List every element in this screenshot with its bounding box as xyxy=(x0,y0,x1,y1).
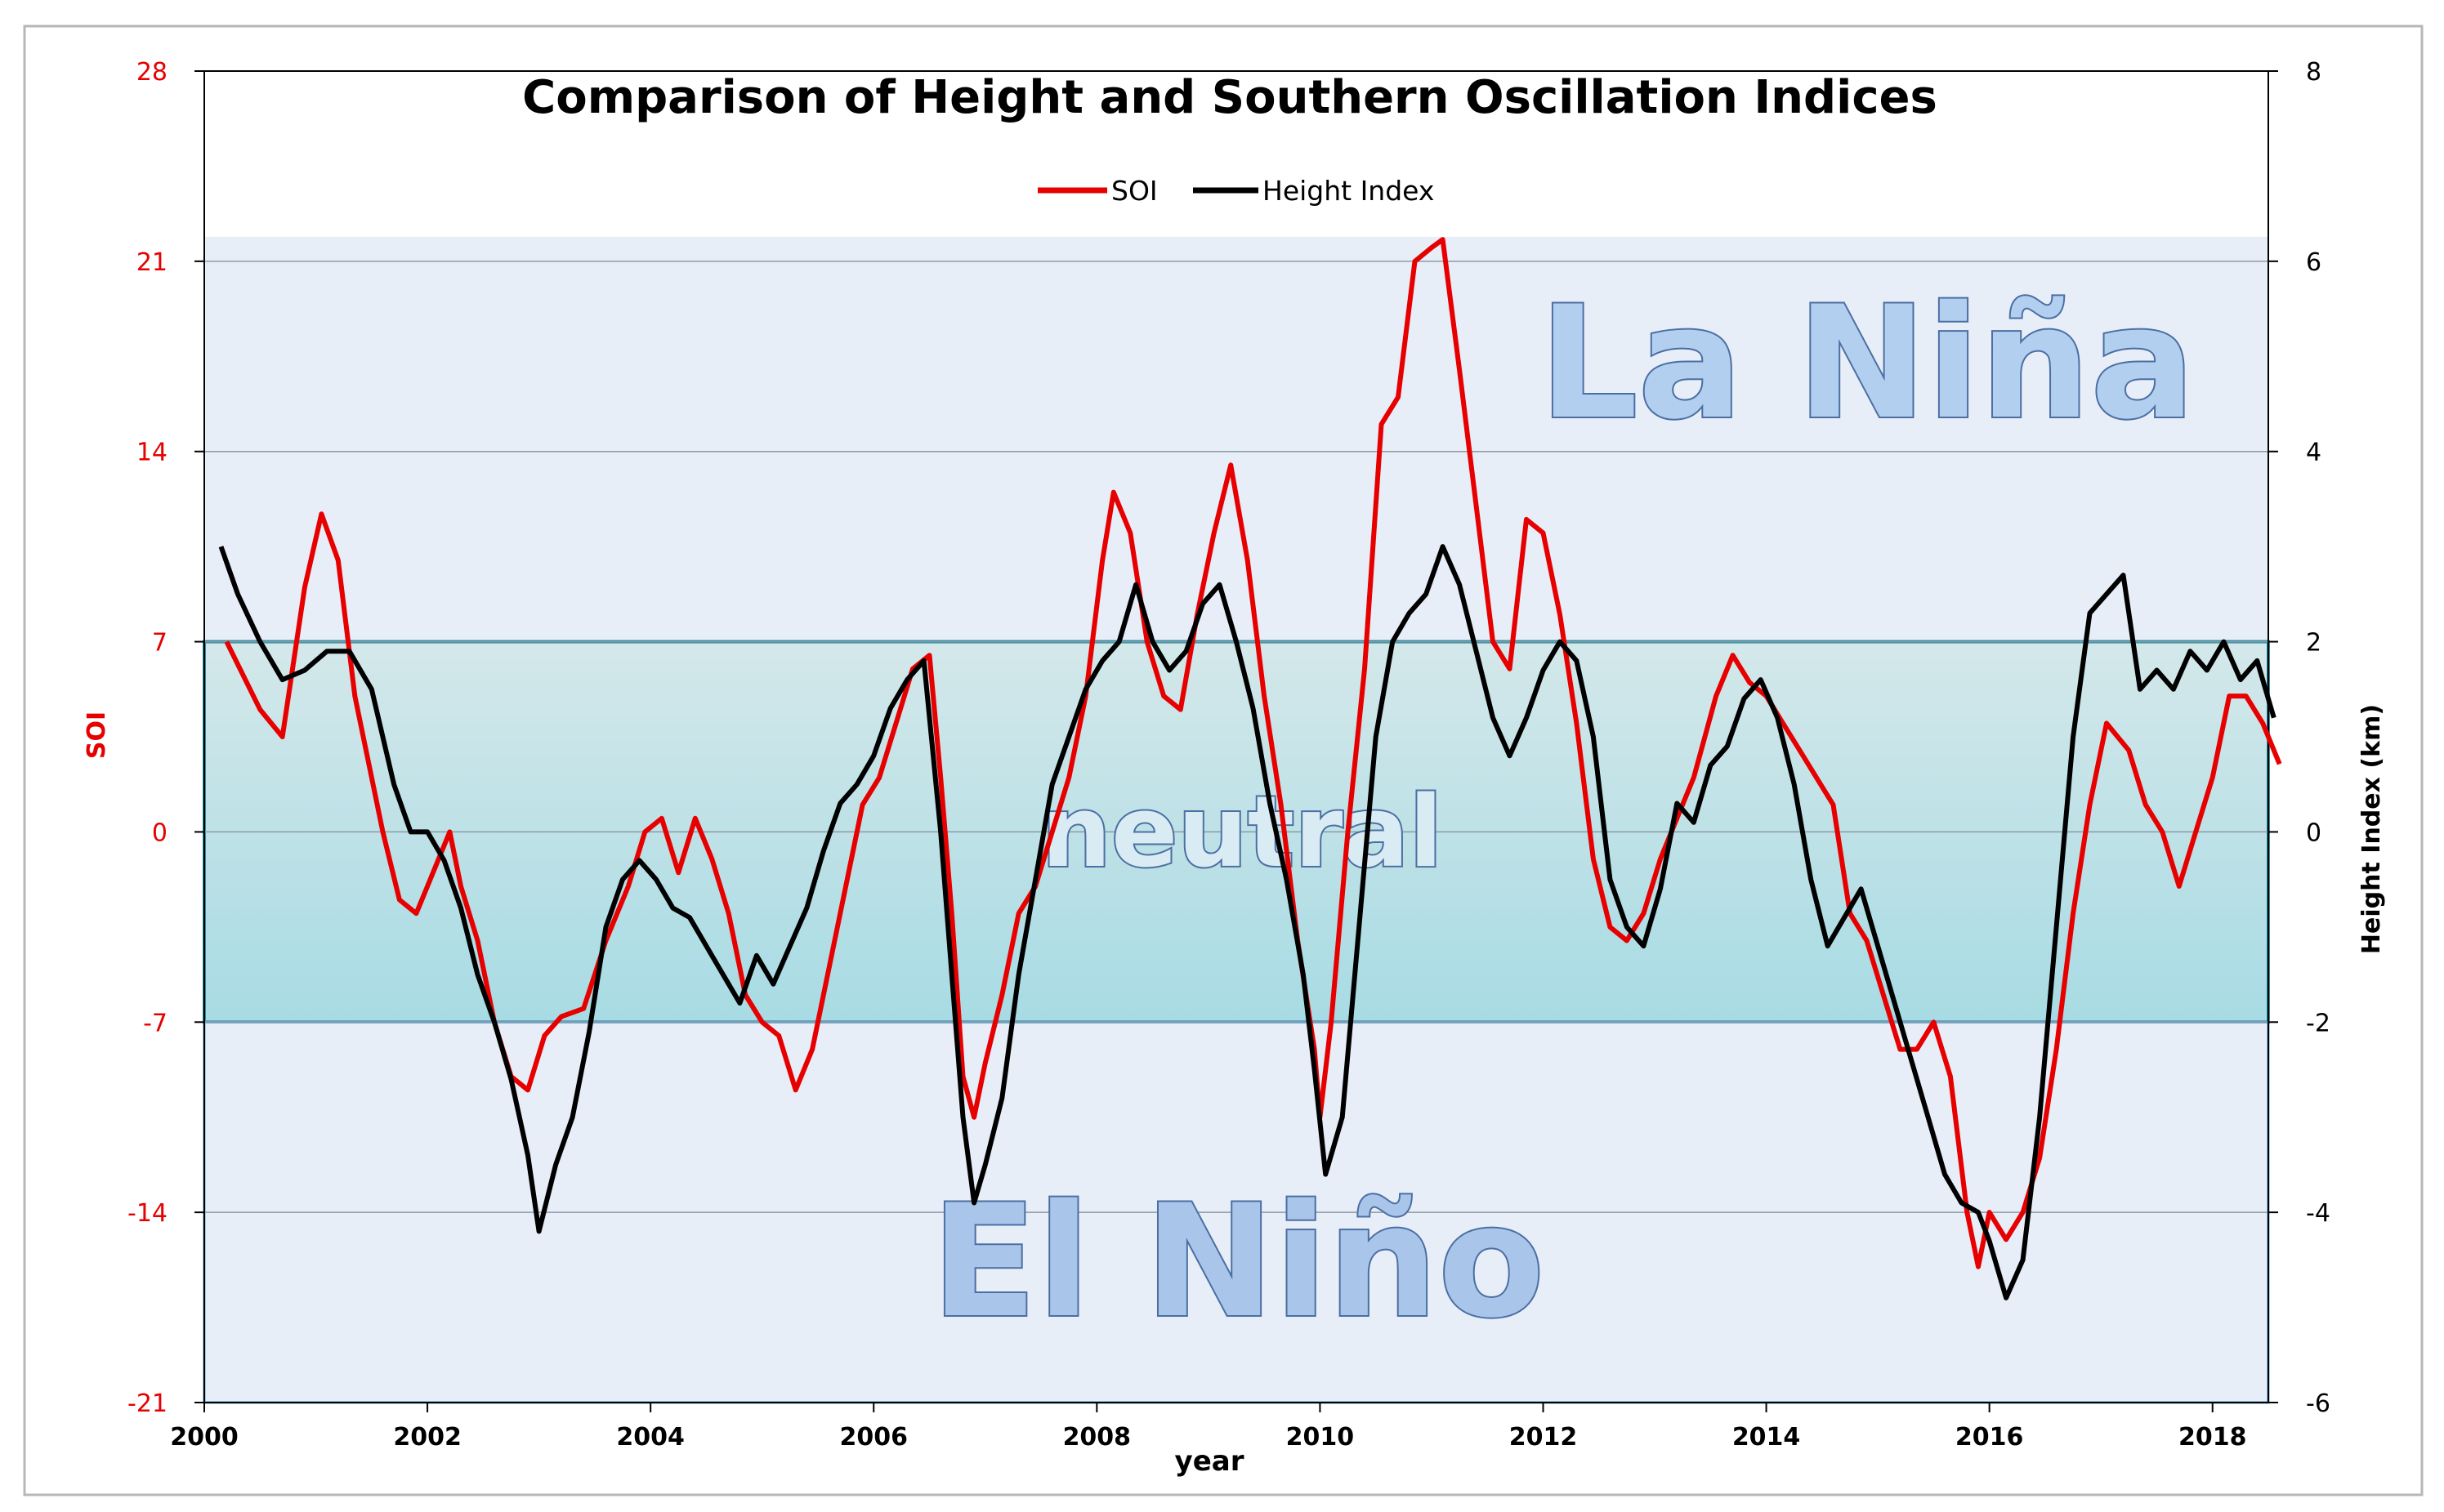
series-lines xyxy=(218,237,2282,1300)
y-left-tick-label-0: 28 xyxy=(136,58,168,87)
y-right-tick-label-7: -6 xyxy=(2306,1389,2330,1418)
y-left-tick-label-4: 0 xyxy=(152,818,168,847)
y-left-tick-label-5: -7 xyxy=(143,1009,168,1037)
region-label-la-nina: La Niña xyxy=(1539,273,2195,453)
x-tick-label-0: 2000 xyxy=(170,1423,239,1452)
x-tick-label-3: 2006 xyxy=(839,1423,908,1452)
y-right-tick-label-0: 8 xyxy=(2306,58,2321,87)
x-tick-label-2: 2004 xyxy=(616,1423,685,1452)
x-tick-label-4: 2008 xyxy=(1063,1423,1132,1452)
y-left-tick-label-3: 7 xyxy=(152,629,168,658)
y-right-tick-label-1: 6 xyxy=(2306,248,2321,277)
chart-title: Comparison of Height and Southern Oscill… xyxy=(522,71,1937,124)
y-right-tick-label-3: 2 xyxy=(2306,629,2321,658)
y-right-tick-label-2: 4 xyxy=(2306,439,2321,467)
axis-ticks: 2000 2002 2004 2006 2008 2010 2012 2014 2016 2018… xyxy=(127,58,2330,1452)
y-right-tick-label-6: -4 xyxy=(2306,1199,2330,1228)
x-tick-label-5: 2010 xyxy=(1286,1423,1355,1452)
region-label-el-nino: El Niño xyxy=(931,1171,1544,1352)
x-axis-title: year xyxy=(1175,1445,1244,1478)
y-right-tick-label-5: -2 xyxy=(2306,1009,2330,1037)
y-axis-right-title: Height Index (km) xyxy=(2357,704,2386,954)
y-axis-left-title: SOI xyxy=(83,711,111,759)
x-tick-label-9: 2018 xyxy=(2178,1423,2247,1452)
series-line-1 xyxy=(218,544,2276,1300)
legend: SOI Height Index xyxy=(1038,175,1434,207)
region-band-la-nina xyxy=(204,236,2268,642)
y-left-tick-label-6: -14 xyxy=(127,1199,168,1228)
y-left-tick-label-1: 21 xyxy=(136,248,168,277)
x-tick-label-7: 2014 xyxy=(1732,1423,1801,1452)
legend-label-soi: SOI xyxy=(1111,175,1158,207)
y-right-tick-label-4: 0 xyxy=(2306,818,2321,847)
y-left-tick-label-7: -21 xyxy=(127,1389,168,1418)
region-labels: La Niña neutral El Niño xyxy=(929,271,2196,1354)
x-tick-label-1: 2002 xyxy=(393,1423,462,1452)
x-tick-label-8: 2016 xyxy=(1955,1423,2024,1452)
x-tick-label-6: 2012 xyxy=(1509,1423,1578,1452)
legend-label-height: Height Index xyxy=(1262,175,1434,207)
region-label-neutral: neutral xyxy=(1042,776,1443,890)
y-left-tick-label-2: 14 xyxy=(136,439,168,467)
